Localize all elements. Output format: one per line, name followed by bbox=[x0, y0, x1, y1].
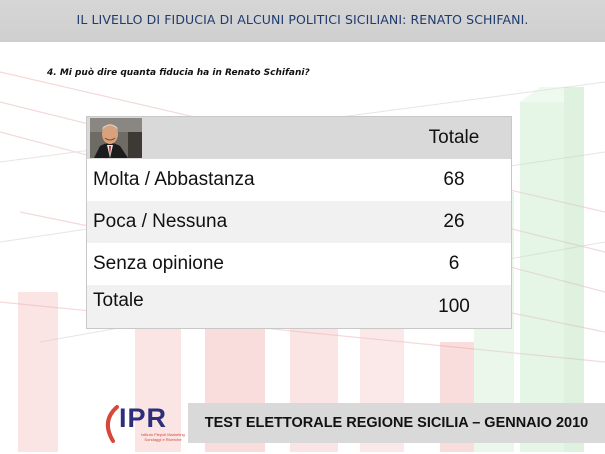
table-row: Poca / Nessuna 26 bbox=[87, 201, 511, 243]
row-label: Poca / Nessuna bbox=[93, 211, 228, 232]
row-label: Senza opinione bbox=[93, 253, 224, 274]
survey-question: 4. Mi può dire quanta fiducia ha in Rena… bbox=[47, 68, 310, 78]
row-value: 100 bbox=[438, 296, 470, 317]
row-value: 26 bbox=[443, 211, 465, 232]
page-title: IL LIVELLO DI FIDUCIA DI ALCUNI POLITICI… bbox=[76, 12, 529, 27]
results-table: Totale Molta / Abbastanza 68 Poca / Ness… bbox=[86, 116, 512, 329]
logo-subtext: Istituto Piepoli Marketing Sondaggi e Ri… bbox=[141, 432, 185, 442]
row-value: 6 bbox=[448, 253, 460, 274]
footer-title: TEST ELETTORALE REGIONE SICILIA – GENNAI… bbox=[204, 415, 589, 431]
table-row: Molta / Abbastanza 68 bbox=[87, 159, 511, 201]
row-value: 68 bbox=[443, 169, 465, 190]
header-band bbox=[0, 0, 605, 42]
table-header-row: Totale bbox=[87, 117, 511, 159]
logo-text: IPR bbox=[119, 403, 168, 433]
footer-band bbox=[188, 403, 605, 443]
ipr-logo: IPR Istituto Piepoli Marketing Sondaggi … bbox=[97, 401, 185, 445]
table-total-row: Totale 100 bbox=[87, 285, 511, 328]
row-label: Totale bbox=[93, 290, 144, 311]
column-header-totale: Totale bbox=[428, 127, 480, 148]
row-label: Molta / Abbastanza bbox=[93, 169, 255, 190]
politician-photo bbox=[90, 118, 142, 158]
table-row: Senza opinione 6 bbox=[87, 243, 511, 285]
